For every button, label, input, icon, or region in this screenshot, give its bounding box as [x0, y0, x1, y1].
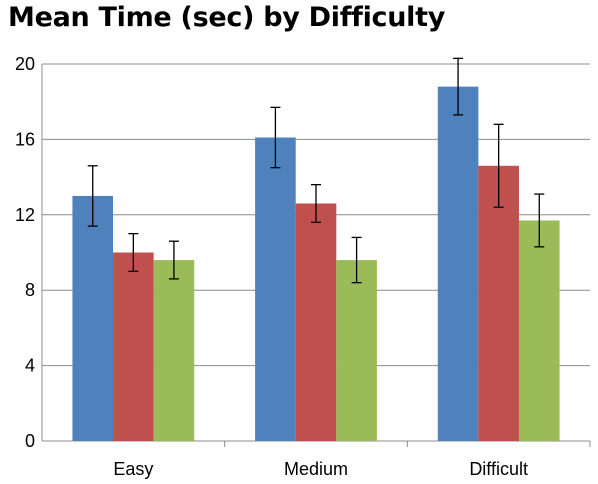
bar: [478, 165, 519, 442]
y-tick-label: 8: [25, 280, 35, 300]
y-tick-label: 20: [15, 54, 35, 74]
y-tick-label: 4: [25, 356, 35, 376]
bar: [518, 220, 560, 441]
bar: [72, 195, 114, 441]
y-tick-label: 12: [15, 205, 35, 225]
bar: [255, 137, 296, 441]
y-tick-label: 16: [15, 129, 35, 149]
chart-title: Mean Time (sec) by Difficulty: [8, 2, 446, 33]
x-tick-label: Medium: [284, 459, 348, 479]
bar: [113, 252, 154, 441]
x-tick-label: Easy: [113, 459, 153, 479]
y-tick-label: 0: [25, 431, 35, 451]
bar: [295, 203, 337, 441]
x-tick-label: Difficult: [469, 459, 528, 479]
bar: [153, 260, 195, 441]
bar: [336, 260, 377, 441]
bar: [437, 86, 479, 442]
